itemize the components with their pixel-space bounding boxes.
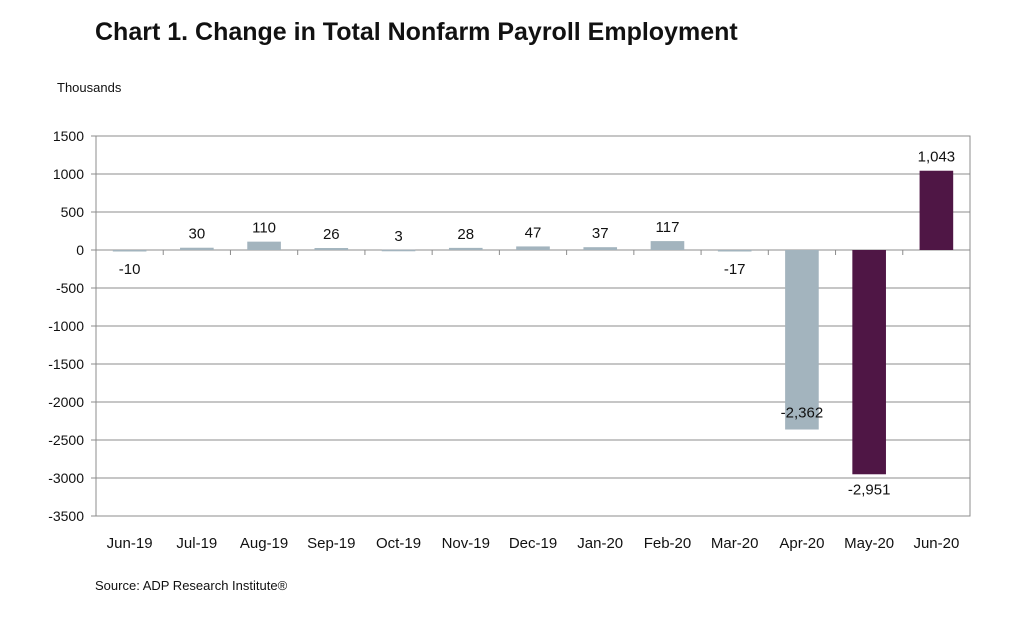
x-tick-label: Aug-19 xyxy=(240,535,288,552)
data-label: 110 xyxy=(252,220,276,237)
y-tick-label: 1500 xyxy=(53,128,84,144)
data-label: -2,362 xyxy=(781,405,824,422)
data-label: 30 xyxy=(189,226,206,243)
x-tick-label: Jun-20 xyxy=(913,535,959,552)
bar xyxy=(516,246,550,250)
x-tick-label: Nov-19 xyxy=(442,535,490,552)
y-tick-label: -1000 xyxy=(48,318,84,334)
bar xyxy=(180,247,214,250)
bar xyxy=(247,241,281,250)
data-label: 3 xyxy=(394,228,402,245)
y-tick-label: -500 xyxy=(56,280,84,296)
bar xyxy=(112,250,147,252)
data-label: -2,951 xyxy=(848,481,891,498)
data-label: 117 xyxy=(656,219,680,236)
bar xyxy=(650,241,685,250)
y-tick-label: -2500 xyxy=(48,432,84,448)
x-tick-label: Jul-19 xyxy=(176,535,217,552)
bar xyxy=(919,170,954,250)
bar xyxy=(785,250,819,430)
x-tick-label: Dec-19 xyxy=(509,535,557,552)
x-tick-label: May-20 xyxy=(844,535,894,552)
data-label: 26 xyxy=(323,226,340,243)
plot-area: 1500 1000 500 0 -500 -1000 -1500 -2000 -2500 -300… xyxy=(48,128,971,552)
bar xyxy=(717,250,752,252)
x-tick-label: Mar-20 xyxy=(711,535,759,552)
y-tick-label: -2000 xyxy=(48,394,84,410)
source-note: Source: ADP Research Institute® xyxy=(95,578,288,593)
y-tick-label: 0 xyxy=(76,242,84,258)
y-axis-label: Thousands xyxy=(57,80,122,95)
x-tick-label: Feb-20 xyxy=(644,535,692,552)
bar xyxy=(381,249,416,252)
bar xyxy=(448,247,483,250)
bar xyxy=(852,250,886,475)
y-tick-label: 500 xyxy=(61,204,85,220)
data-label: 1,043 xyxy=(918,149,956,166)
data-label: 37 xyxy=(592,225,609,242)
x-tick-label: Jan-20 xyxy=(577,535,623,552)
bar xyxy=(583,247,618,250)
y-tick-label: 1000 xyxy=(53,166,84,182)
y-tick-label: -3500 xyxy=(48,508,84,524)
data-label: 28 xyxy=(457,226,474,243)
data-label: -17 xyxy=(724,261,746,278)
data-label: 47 xyxy=(525,224,542,241)
x-tick-label: Sep-19 xyxy=(307,535,355,552)
y-tick-label: -1500 xyxy=(48,356,84,372)
chart-title: Chart 1. Change in Total Nonfarm Payroll… xyxy=(95,18,738,46)
x-tick-label: Apr-20 xyxy=(779,535,824,552)
y-tick-label: -3000 xyxy=(48,470,84,486)
x-tick-label: Oct-19 xyxy=(376,535,421,552)
data-label: -10 xyxy=(119,261,141,278)
bar xyxy=(314,248,349,250)
x-tick-label: Jun-19 xyxy=(107,535,153,552)
